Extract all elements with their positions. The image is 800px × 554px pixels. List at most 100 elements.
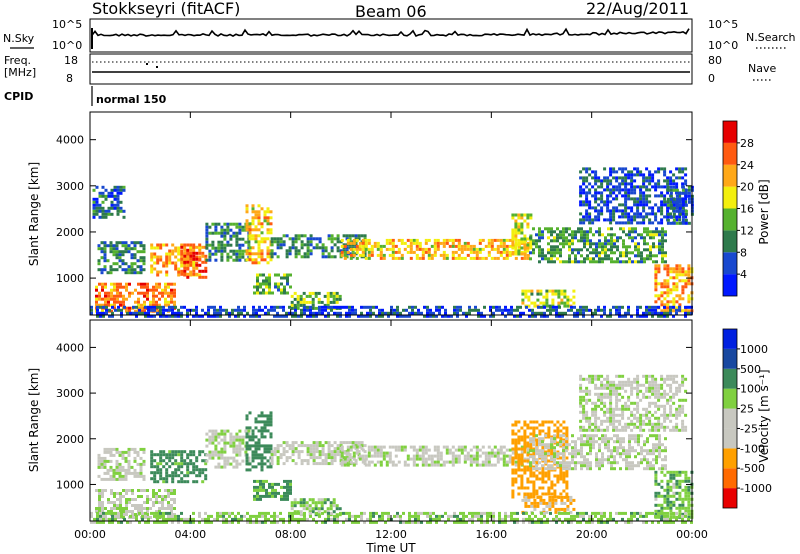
echo-cell [205, 237, 209, 241]
echo-cell [600, 206, 604, 210]
echo-cell [621, 425, 625, 429]
echo-cell [302, 297, 306, 301]
echo-cell [649, 236, 652, 240]
echo-cell [625, 455, 628, 459]
echo-cell [254, 237, 258, 241]
echo-cell [628, 446, 631, 450]
echo-cell [346, 445, 350, 449]
echo-cell [300, 450, 304, 454]
echo-cell [624, 197, 628, 201]
echo-cell [645, 179, 649, 183]
echo-cell [579, 401, 583, 405]
echo-cell [235, 252, 239, 256]
echo-cell [130, 465, 134, 469]
echo-cell [474, 305, 477, 309]
echo-cell [115, 256, 119, 260]
echo-cell [514, 225, 518, 229]
echo-cell [562, 489, 566, 493]
echo-cell [645, 212, 649, 216]
echo-cell [597, 185, 601, 189]
echo-cell [615, 188, 619, 192]
echo-cell [95, 288, 98, 292]
echo-cell [412, 241, 416, 245]
echo-cell [654, 218, 658, 222]
echo-cell [622, 230, 625, 234]
echo-cell [460, 244, 464, 248]
echo-cell [223, 231, 227, 235]
echo-cell [107, 510, 110, 513]
echo-cell [475, 445, 479, 449]
echo-cell [349, 247, 353, 251]
echo-cell [167, 285, 170, 289]
echo-cell [630, 191, 634, 195]
echo-cell [300, 459, 304, 463]
echo-cell [308, 294, 312, 298]
echo-cell [547, 489, 551, 493]
echo-cell [600, 401, 604, 405]
echo-cell [291, 450, 295, 454]
echo-cell [533, 304, 537, 308]
echo-cell [391, 256, 395, 260]
echo-cell [654, 294, 658, 298]
echo-cell [643, 239, 646, 243]
echo-cell [490, 244, 494, 248]
echo-cell [613, 446, 616, 450]
echo-cell [496, 451, 500, 455]
echo-cell [266, 420, 270, 424]
echo-cell [547, 227, 550, 231]
echo-cell [571, 242, 574, 246]
echo-cell [672, 200, 676, 204]
echo-cell [475, 460, 479, 464]
echo-cell [237, 305, 240, 309]
echo-cell [526, 253, 530, 257]
echo-cell [109, 271, 113, 275]
echo-cell [101, 215, 105, 219]
echo-cell [669, 311, 672, 315]
echo-cell [582, 215, 586, 219]
echo-cell [245, 459, 249, 463]
echo-cell [621, 386, 625, 390]
echo-cell [364, 238, 368, 242]
echo-cell [378, 314, 381, 318]
echo-cell [394, 463, 398, 467]
echo-cell [627, 377, 631, 381]
echo-cell [666, 300, 670, 304]
echo-cell [619, 227, 622, 231]
echo-cell [136, 259, 140, 263]
echo-cell [385, 463, 389, 467]
echo-cell [672, 300, 676, 304]
echo-cell [226, 255, 230, 259]
echo-cell [378, 311, 381, 315]
echo-cell [451, 244, 455, 248]
echo-cell [672, 285, 676, 289]
echo-cell [637, 452, 640, 456]
echo-cell [168, 261, 172, 265]
echo-cell [266, 210, 270, 214]
echo-cell [583, 464, 586, 468]
echo-cell [142, 250, 146, 254]
echo-cell [538, 443, 541, 447]
echo-cell [119, 285, 122, 289]
echo-cell [545, 298, 549, 302]
echo-cell [336, 240, 340, 244]
echo-cell [607, 446, 610, 450]
echo-cell [260, 456, 264, 460]
echo-cell [675, 267, 679, 271]
echo-cell [672, 270, 676, 274]
echo-cell [643, 443, 646, 447]
echo-cell [335, 300, 339, 304]
echo-cell [146, 282, 149, 286]
echo-cell [97, 262, 101, 266]
echo-cell [562, 227, 565, 231]
echo-cell [245, 210, 249, 214]
echo-cell [594, 182, 598, 186]
echo-cell [382, 451, 386, 455]
echo-cell [270, 456, 274, 460]
echo-cell [658, 449, 661, 453]
echo-cell [152, 300, 155, 304]
echo-cell [346, 250, 350, 254]
echo-cell [173, 492, 176, 495]
echo-cell [122, 300, 125, 304]
echo-cell [348, 314, 351, 318]
echo-cell [415, 247, 419, 251]
